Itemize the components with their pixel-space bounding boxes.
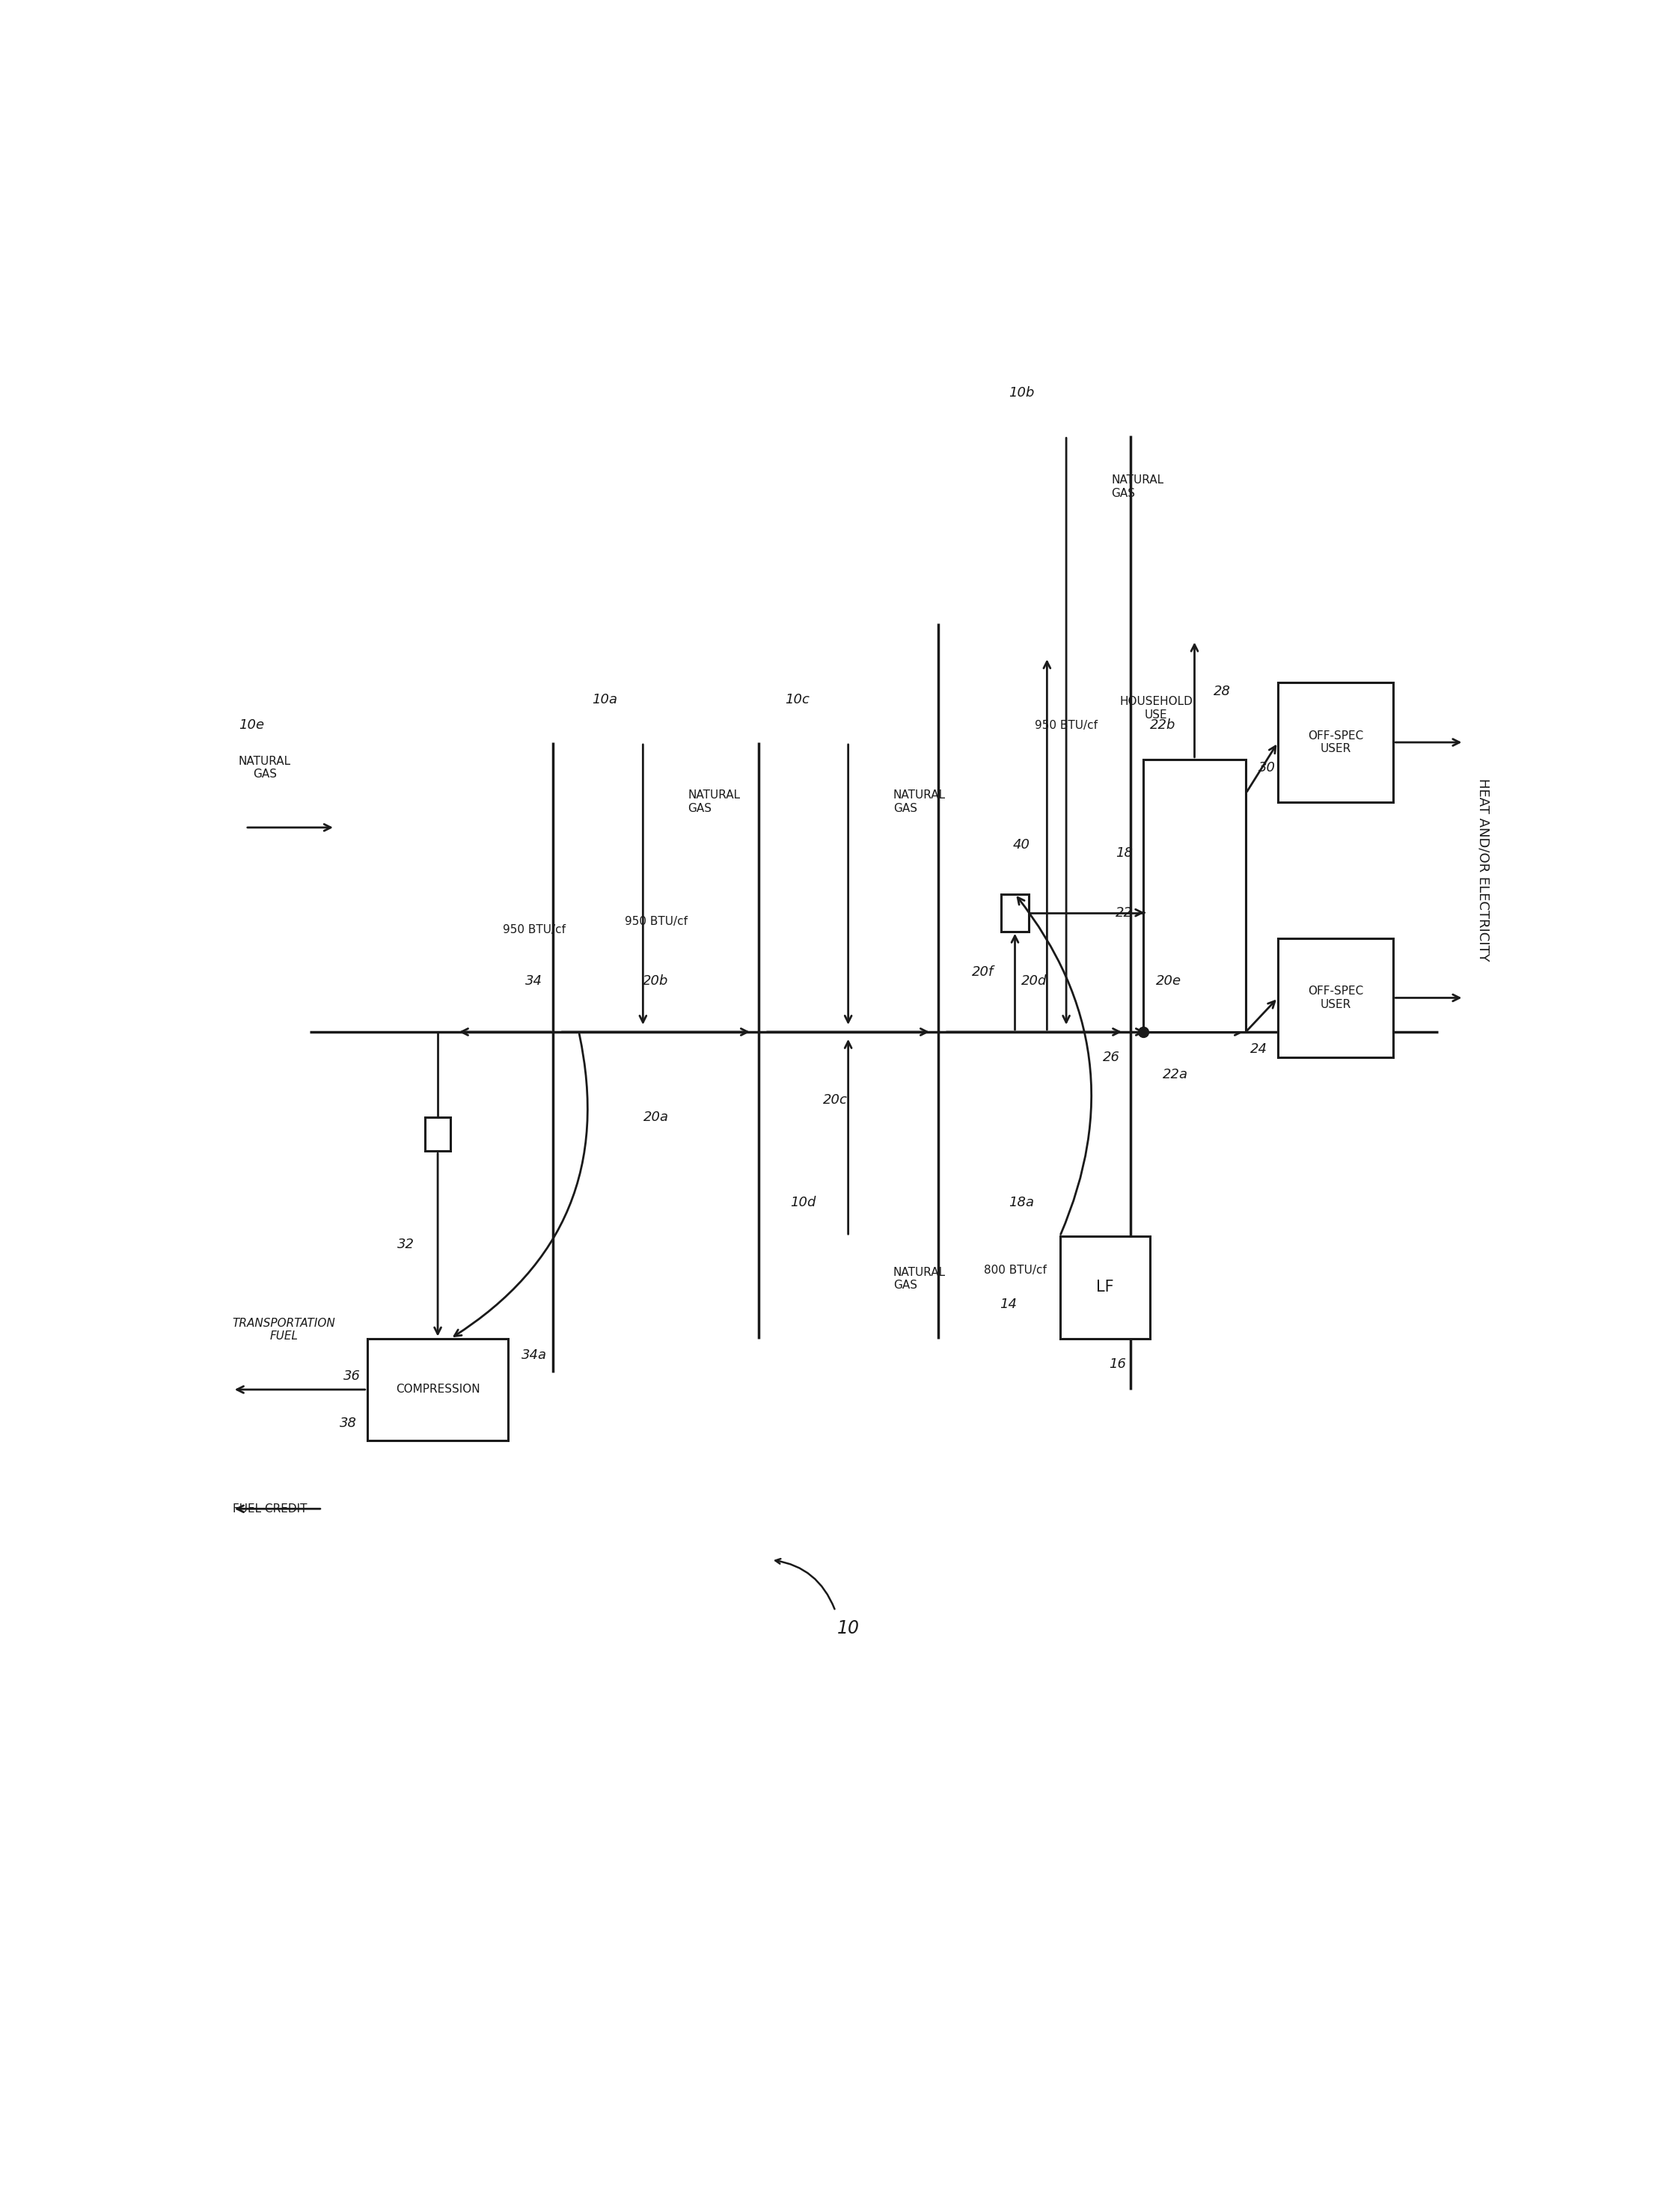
Text: 10: 10 <box>837 1619 859 1637</box>
Text: 30: 30 <box>1259 761 1276 774</box>
Text: 800 BTU/cf: 800 BTU/cf <box>985 1265 1048 1276</box>
Text: FUEL CREDIT: FUEL CREDIT <box>232 1504 306 1515</box>
Text: 22b: 22b <box>1150 719 1175 732</box>
Text: NATURAL
GAS: NATURAL GAS <box>688 790 740 814</box>
Text: 20a: 20a <box>644 1110 669 1124</box>
Text: 16: 16 <box>1109 1358 1125 1371</box>
Text: 950 BTU/cf: 950 BTU/cf <box>503 925 566 936</box>
Text: 20e: 20e <box>1157 973 1182 987</box>
FancyBboxPatch shape <box>1278 684 1394 803</box>
FancyBboxPatch shape <box>1144 759 1246 1031</box>
FancyBboxPatch shape <box>1001 894 1029 931</box>
Text: 34: 34 <box>525 973 543 987</box>
Text: 18: 18 <box>1115 847 1132 860</box>
Text: HEAT AND/OR ELECTRICITY: HEAT AND/OR ELECTRICITY <box>1476 779 1489 962</box>
Text: 34a: 34a <box>521 1349 546 1363</box>
Text: OFF-SPEC
USER: OFF-SPEC USER <box>1307 730 1364 754</box>
Text: 38: 38 <box>339 1418 356 1431</box>
Text: 10d: 10d <box>791 1194 816 1210</box>
Text: 20f: 20f <box>971 967 995 980</box>
Text: 36: 36 <box>344 1369 361 1382</box>
Text: 32: 32 <box>397 1239 414 1252</box>
Text: 10a: 10a <box>592 692 617 706</box>
Text: 20d: 20d <box>1021 973 1048 987</box>
Text: 10b: 10b <box>1008 387 1034 400</box>
Text: TRANSPORTATION
FUEL: TRANSPORTATION FUEL <box>232 1318 336 1343</box>
Text: 22a: 22a <box>1162 1068 1188 1082</box>
Text: NATURAL
GAS: NATURAL GAS <box>894 1267 945 1292</box>
Text: 18a: 18a <box>1008 1194 1034 1210</box>
Text: HOUSEHOLD
USE: HOUSEHOLD USE <box>1119 697 1193 721</box>
Text: 950 BTU/cf: 950 BTU/cf <box>624 916 687 927</box>
Text: 26: 26 <box>1102 1051 1120 1064</box>
Text: NATURAL
GAS: NATURAL GAS <box>894 790 945 814</box>
Text: 20b: 20b <box>642 973 669 987</box>
Text: 22: 22 <box>1115 907 1132 920</box>
Text: 20c: 20c <box>823 1093 847 1106</box>
Text: NATURAL
GAS: NATURAL GAS <box>238 757 291 781</box>
Text: COMPRESSION: COMPRESSION <box>396 1385 480 1396</box>
Text: 14: 14 <box>1000 1298 1018 1312</box>
Text: 10c: 10c <box>784 692 809 706</box>
Text: 10e: 10e <box>238 719 265 732</box>
FancyBboxPatch shape <box>1278 938 1394 1057</box>
Text: LF: LF <box>1096 1281 1114 1294</box>
Text: OFF-SPEC
USER: OFF-SPEC USER <box>1307 987 1364 1011</box>
Text: 950 BTU/cf: 950 BTU/cf <box>1034 719 1097 730</box>
Text: 28: 28 <box>1213 684 1231 699</box>
FancyBboxPatch shape <box>367 1338 508 1440</box>
FancyBboxPatch shape <box>425 1117 450 1150</box>
Text: 40: 40 <box>1013 838 1029 852</box>
Text: 24: 24 <box>1250 1042 1268 1055</box>
Text: NATURAL
GAS: NATURAL GAS <box>1111 476 1163 500</box>
FancyBboxPatch shape <box>1059 1237 1150 1338</box>
